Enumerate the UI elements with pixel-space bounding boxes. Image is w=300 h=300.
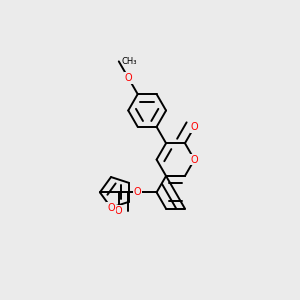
Text: O: O xyxy=(134,187,142,197)
Text: O: O xyxy=(190,154,198,165)
Text: O: O xyxy=(115,206,123,216)
Text: O: O xyxy=(107,202,115,213)
Text: O: O xyxy=(190,122,198,132)
Text: O: O xyxy=(124,73,132,83)
Text: CH₃: CH₃ xyxy=(121,57,137,66)
